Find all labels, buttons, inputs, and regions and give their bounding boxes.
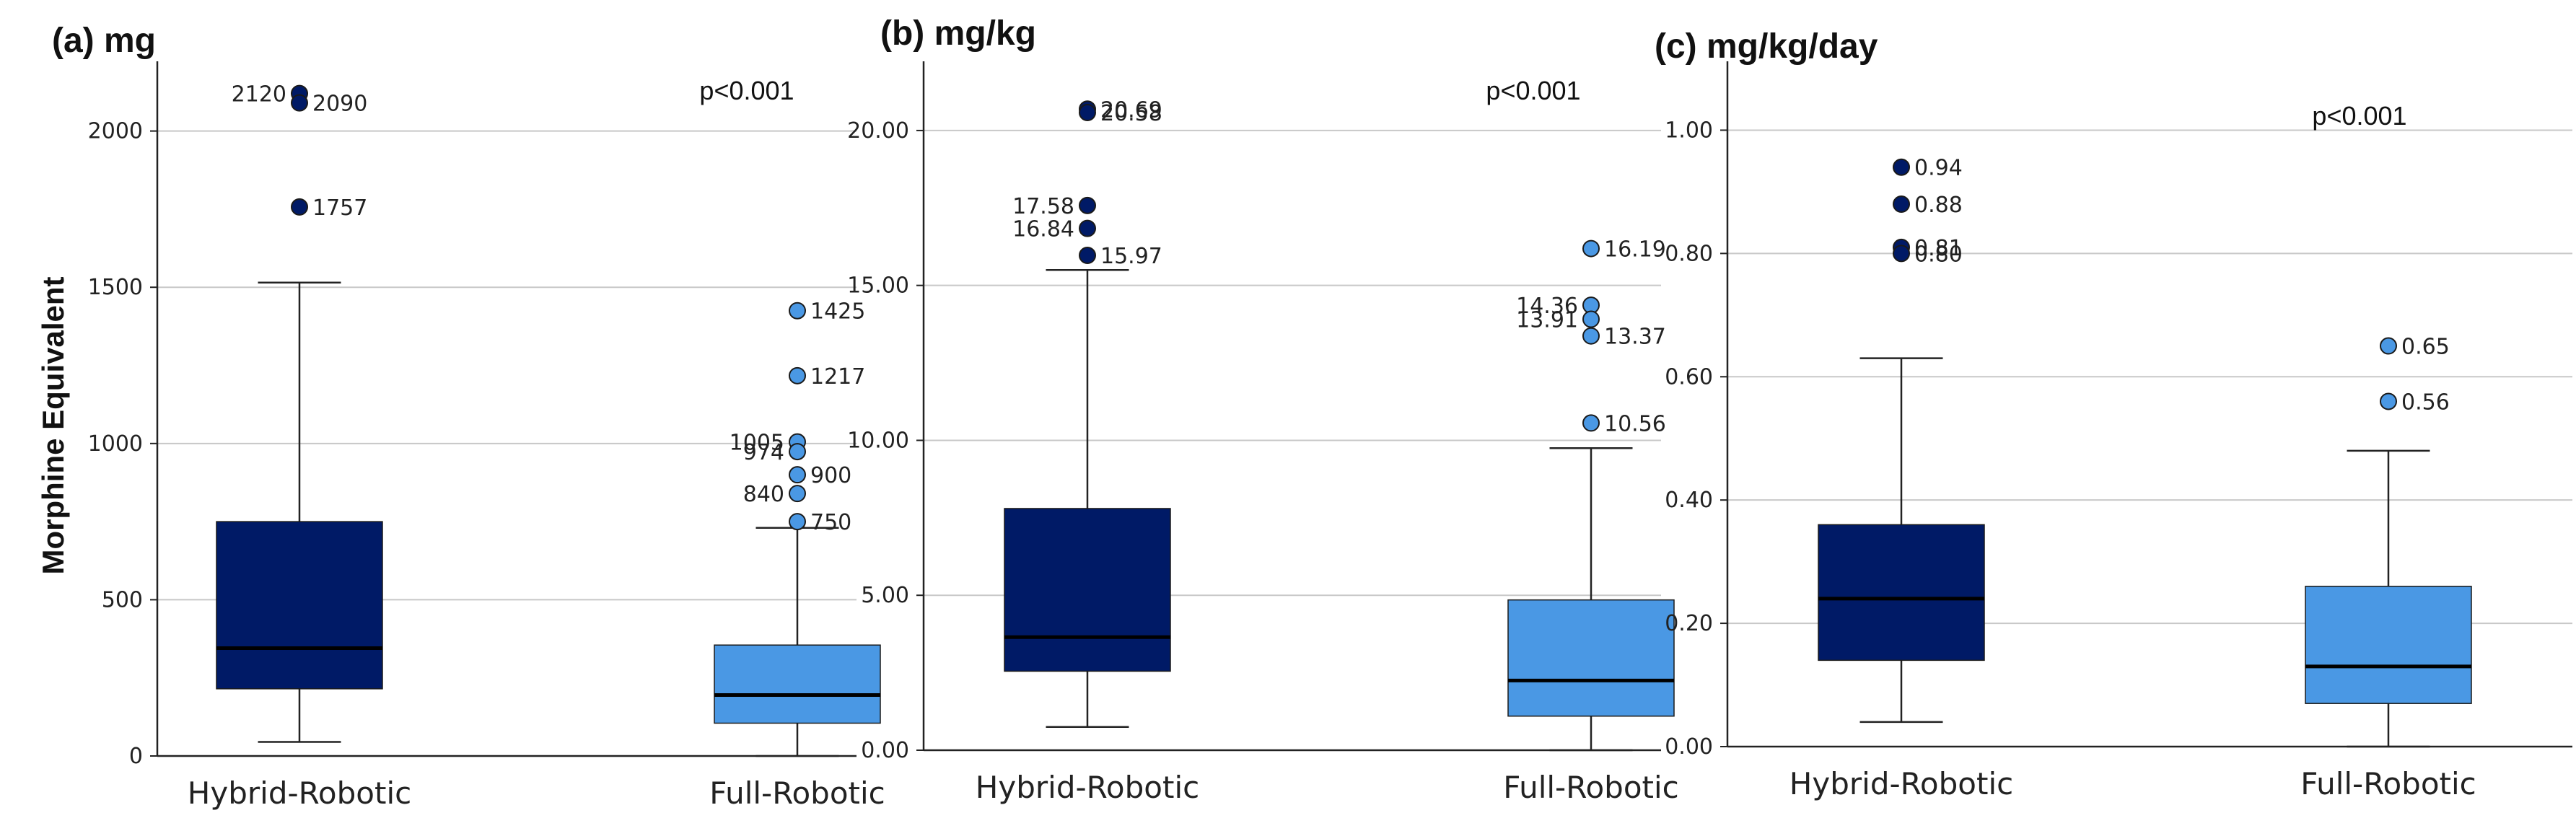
box-hybrid: 0.94 0.88 0.810.80 — [1818, 156, 1985, 724]
outlier-point — [789, 366, 806, 384]
outlier-label: 10.56 — [1604, 411, 1666, 436]
box-iqr — [714, 644, 881, 724]
chart-panel-3: 0.00 0.20 0.40 0.60 0.80 1.00 (c) mg/kg/day p<0… — [1655, 27, 2572, 801]
outlier-point — [1893, 158, 1910, 176]
p-value-annotation: p<0.001 — [1486, 76, 1580, 105]
outlier-point — [1582, 310, 1600, 328]
category-label: Hybrid-Robotic — [976, 770, 1199, 805]
outlier-point — [1079, 103, 1096, 121]
category-label: Hybrid-Robotic — [1789, 766, 2013, 801]
outlier-label: 1757 — [312, 195, 367, 221]
outlier-point — [789, 513, 806, 531]
panel-title: (c) mg/kg/day — [1655, 27, 1878, 66]
outlier-point — [2380, 337, 2397, 355]
outlier-label: 750 — [810, 510, 851, 535]
outlier-label: 16.19 — [1604, 237, 1666, 263]
y-tick-label: 0.80 — [1665, 241, 1713, 266]
outlier-point — [1582, 327, 1600, 345]
y-tick-label: 20.00 — [847, 118, 909, 144]
y-tick-label: 0.60 — [1665, 364, 1713, 390]
outlier-label: 1217 — [810, 364, 865, 390]
outlier-label: 1005 — [730, 431, 784, 456]
outlier-point — [1079, 196, 1096, 214]
box-full: 0.65 0.56 — [2305, 335, 2472, 748]
outlier-point — [291, 198, 308, 216]
y-tick-label: 1000 — [88, 431, 143, 457]
category-label: Full-Robotic — [1503, 770, 1679, 805]
box-iqr — [2305, 586, 2472, 704]
y-tick-label: 10.00 — [847, 428, 909, 453]
y-axis-label: Morphine Equivalent — [36, 276, 70, 574]
outlier-point — [789, 443, 806, 461]
box-iqr — [216, 521, 383, 690]
outlier-label: 17.58 — [1012, 194, 1074, 219]
outlier-label: 0.88 — [1914, 193, 1963, 218]
p-value-annotation: p<0.001 — [699, 76, 794, 105]
chart-panel-1: 0 500 1000 1500 2000 (a) mg p<0.001 2120 2090 175… — [52, 22, 885, 811]
box-iqr — [1004, 508, 1171, 672]
outlier-label: 2090 — [312, 92, 367, 117]
outlier-label: 0.81 — [1914, 236, 1963, 261]
outlier-label: 0.65 — [2401, 335, 2450, 360]
outlier-label: 14.36 — [1516, 294, 1578, 319]
outlier-label: 900 — [810, 463, 851, 488]
outlier-point — [1582, 414, 1600, 432]
y-tick-label: 0.00 — [1665, 734, 1713, 760]
outlier-point — [2380, 392, 2397, 410]
outlier-point — [1079, 219, 1096, 237]
y-tick-label: 5.00 — [861, 583, 909, 608]
outlier-label: 0.56 — [2401, 390, 2450, 415]
outlier-label: 13.37 — [1604, 325, 1666, 350]
outlier-point — [291, 94, 308, 112]
outlier-label: 13.91 — [1516, 308, 1578, 333]
y-tick-label: 0 — [129, 744, 143, 769]
outlier-point — [1893, 245, 1910, 263]
outlier-point — [789, 302, 806, 320]
box-iqr — [1818, 524, 1985, 661]
outlier-point — [1582, 239, 1600, 258]
p-value-annotation: p<0.001 — [2312, 101, 2406, 131]
y-tick-label: 0.40 — [1665, 488, 1713, 513]
outlier-label: 15.97 — [1100, 244, 1162, 269]
outlier-point — [1893, 195, 1910, 213]
outlier-point — [789, 485, 806, 503]
y-tick-label: 2000 — [88, 119, 143, 144]
y-tick-label: 1.00 — [1665, 118, 1713, 143]
y-tick-label: 1500 — [88, 275, 143, 300]
y-tick-label: 0.20 — [1665, 611, 1713, 636]
outlier-label: 840 — [743, 482, 784, 507]
y-tick-label: 500 — [102, 587, 143, 612]
panel-title: (b) mg/kg — [880, 14, 1036, 53]
outlier-label: 974 — [743, 440, 784, 465]
panel-title: (a) mg — [52, 22, 156, 60]
outlier-label: 2120 — [232, 82, 286, 107]
chart-panel-2: 0.00 5.00 10.00 15.00 20.00 (b) mg/kg p<0.001 2… — [847, 14, 1679, 805]
outlier-label: 20.69 — [1100, 97, 1162, 123]
box-iqr — [1507, 599, 1675, 717]
category-label: Full-Robotic — [709, 775, 885, 811]
outlier-label: 0.94 — [1914, 156, 1963, 181]
category-label: Hybrid-Robotic — [188, 775, 411, 811]
outlier-label: 0.80 — [1914, 242, 1963, 267]
box-hybrid: 2120 2090 1757 — [216, 82, 383, 743]
outlier-label: 20.58 — [1100, 101, 1162, 126]
y-tick-label: 0.00 — [861, 738, 909, 763]
category-label: Full-Robotic — [2300, 766, 2476, 801]
outlier-point — [789, 466, 806, 484]
outlier-label: 1425 — [810, 299, 865, 325]
y-tick-label: 15.00 — [847, 273, 909, 299]
outlier-label: 16.84 — [1012, 217, 1074, 242]
outlier-point — [1079, 247, 1096, 265]
